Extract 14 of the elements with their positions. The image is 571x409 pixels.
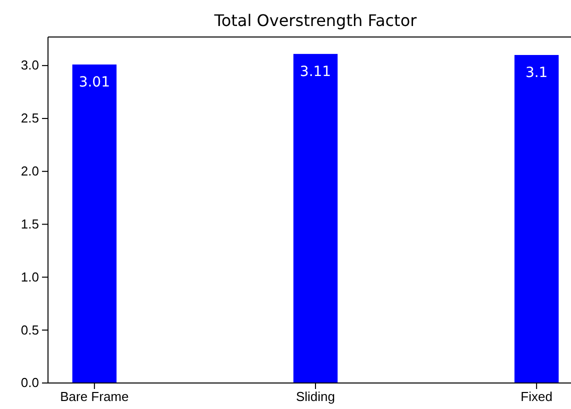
- y-tick-label: 2.5: [20, 110, 39, 126]
- y-tick-label: 1.0: [20, 269, 39, 284]
- y-tick-label: 0.5: [20, 322, 39, 338]
- x-tick-label: Sliding: [296, 389, 336, 404]
- data-label: 3.1: [525, 64, 548, 81]
- data-label: 3.01: [78, 74, 110, 91]
- data-label: 3.11: [300, 64, 332, 80]
- y-tick-label: 2.0: [20, 164, 39, 179]
- x-tick-label: Bare Frame: [60, 389, 129, 404]
- y-tick-label: 3.0: [20, 58, 39, 73]
- x-tick-label: Fixed: [520, 389, 552, 404]
- y-tick-label: 1.5: [20, 216, 39, 232]
- chart-title: Total Overstrength Factor: [213, 11, 418, 30]
- y-tick-label: 0.0: [20, 375, 39, 390]
